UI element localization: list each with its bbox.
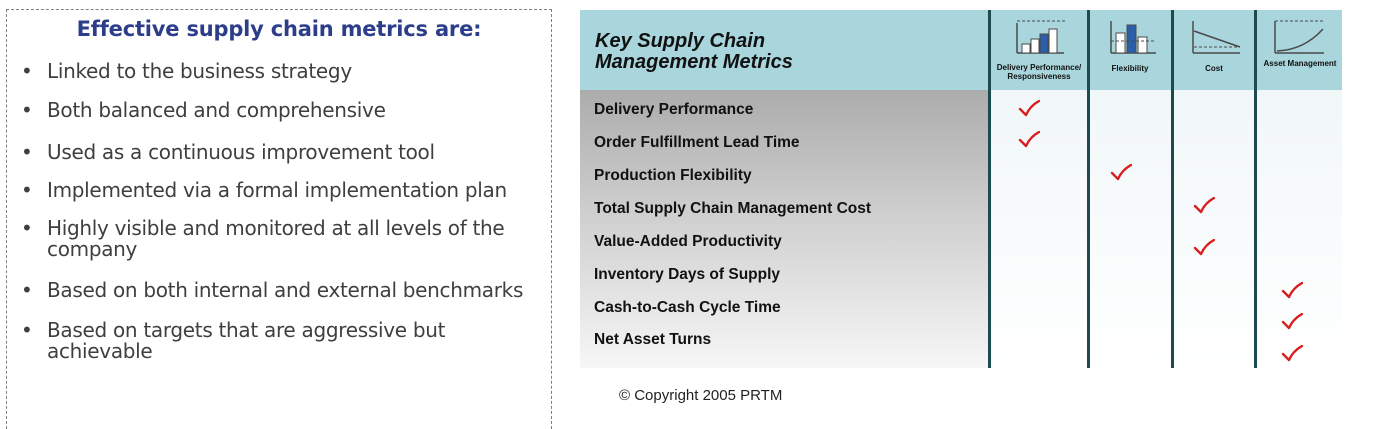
- criteria-item-text: Used as a continuous improvement tool: [47, 140, 435, 164]
- bullet-icon: •: [21, 318, 33, 342]
- criteria-list: • Linked to the business strategy • Both b…: [19, 58, 549, 362]
- row-label-column: [580, 90, 990, 368]
- criteria-item-text: Highly visible and monitored at all leve…: [47, 216, 505, 261]
- checkmark-icon: [1193, 239, 1215, 256]
- criteria-item-text: Implemented via a formal implementation …: [47, 178, 507, 202]
- criteria-item: • Linked to the business strategy: [19, 61, 549, 82]
- column-divider: [988, 10, 991, 368]
- bullet-icon: •: [21, 216, 33, 240]
- criteria-item: • Both balanced and comprehensive: [19, 100, 549, 121]
- row-label-order-fulfillment-lead-time: Order Fulfillment Lead Time: [594, 134, 800, 151]
- criteria-item-text: Based on targets that are aggressive but…: [47, 318, 446, 363]
- bullet-icon: •: [21, 98, 33, 122]
- criteria-item-text: Linked to the business strategy: [47, 59, 352, 83]
- row-label-cash-to-cash-cycle-time: Cash-to-Cash Cycle Time: [594, 299, 781, 316]
- checkmark-icon: [1018, 131, 1040, 148]
- criteria-item: • Implemented via a formal implementation…: [19, 180, 549, 201]
- bar-chart-rising-icon: [1016, 20, 1065, 54]
- checkmark-icon: [1281, 313, 1303, 330]
- column-label-delivery-performance: Delivery Performance/ Responsiveness: [996, 63, 1082, 81]
- column-label-flexibility: Flexibility: [1111, 64, 1149, 73]
- metrics-table: Key Supply Chain Management Metrics Deli…: [580, 10, 1342, 368]
- table-header: [580, 10, 1342, 90]
- table-title: Key Supply Chain Management Metrics: [595, 30, 793, 73]
- row-label-total-supply-chain-management-cost: Total Supply Chain Management Cost: [594, 200, 872, 217]
- metrics-criteria-panel: Effective supply chain metrics are: • Lin…: [6, 9, 552, 429]
- criteria-item: • Highly visible and monitored at all lev…: [19, 218, 549, 260]
- row-label-production-flexibility: Production Flexibility: [594, 167, 752, 184]
- checkmark-icon: [1281, 345, 1303, 362]
- row-label-inventory-days-of-supply: Inventory Days of Supply: [594, 266, 781, 283]
- copyright-notice: © Copyright 2005 PRTM: [619, 387, 783, 404]
- row-label-delivery-performance: Delivery Performance: [594, 101, 754, 118]
- criteria-item: • Based on both internal and external ben…: [19, 280, 549, 301]
- line-declining-icon: [1192, 21, 1241, 54]
- checkmark-icon: [1110, 164, 1132, 181]
- column-divider: [1171, 10, 1174, 368]
- criteria-item-text: Based on both internal and external benc…: [47, 278, 524, 302]
- column-label-asset-management: Asset Management: [1263, 59, 1337, 68]
- criteria-item-text: Both balanced and comprehensive: [47, 98, 386, 122]
- bullet-icon: •: [21, 59, 33, 83]
- bullet-icon: •: [21, 140, 33, 164]
- column-label-cost: Cost: [1205, 64, 1223, 73]
- bullet-icon: •: [21, 278, 33, 302]
- column-divider: [1254, 10, 1257, 368]
- criteria-item: • Based on targets that are aggressive bu…: [19, 320, 549, 362]
- row-label-value-added-productivity: Value-Added Productivity: [594, 233, 782, 250]
- checkmark-icon: [1281, 282, 1303, 299]
- bullet-icon: •: [21, 178, 33, 202]
- bar-chart-flex-icon: [1110, 21, 1156, 54]
- criteria-title: Effective supply chain metrics are:: [76, 17, 482, 41]
- criteria-item: • Used as a continuous improvement tool: [19, 142, 549, 163]
- column-divider: [1087, 10, 1090, 368]
- checkmark-icon: [1018, 100, 1040, 117]
- row-label-net-asset-turns: Net Asset Turns: [594, 331, 712, 348]
- checkmark-icon: [1193, 197, 1215, 214]
- curve-rising-icon: [1274, 20, 1325, 54]
